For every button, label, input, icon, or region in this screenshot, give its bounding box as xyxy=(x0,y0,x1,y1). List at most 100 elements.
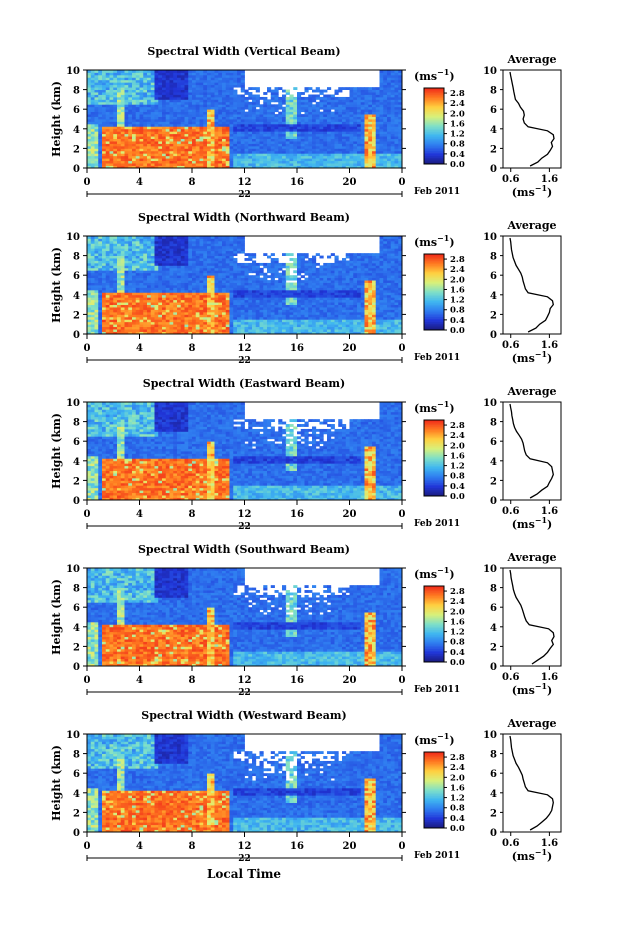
heatmap-cell xyxy=(102,273,106,276)
heatmap-cell xyxy=(98,95,102,98)
heatmap-cell xyxy=(248,134,252,137)
heatmap-cell xyxy=(211,72,215,75)
heatmap-cell xyxy=(226,258,230,261)
heatmap-cell xyxy=(185,129,189,132)
heatmap-cell xyxy=(117,270,121,273)
heatmap-cell xyxy=(155,261,159,264)
heatmap-cell xyxy=(196,151,200,154)
heatmap-cell xyxy=(376,95,380,98)
heatmap-cell xyxy=(215,302,219,305)
heatmap-cell xyxy=(95,287,99,290)
colorbar-tick-label: 2.0 xyxy=(450,109,465,119)
heatmap-cell xyxy=(323,144,327,147)
heatmap-cell xyxy=(121,121,125,124)
heatmap-cell xyxy=(211,297,215,300)
heatmap-cell xyxy=(215,285,219,288)
heatmap-cell xyxy=(241,139,245,142)
heatmap-cell xyxy=(215,238,219,241)
heatmap-cell xyxy=(95,117,99,120)
heatmap-cell xyxy=(395,80,399,83)
heatmap-cell xyxy=(271,121,275,124)
heatmap-cell xyxy=(117,146,121,149)
heatmap-cell xyxy=(140,329,144,332)
heatmap-cell xyxy=(170,141,174,144)
heatmap-cell xyxy=(91,319,95,322)
heatmap-cell xyxy=(207,163,211,166)
heatmap-cell xyxy=(170,273,174,276)
heatmap-cell xyxy=(353,146,357,149)
heatmap-cell xyxy=(361,107,365,110)
heatmap-cell xyxy=(248,146,252,149)
heatmap-cell xyxy=(368,109,372,112)
heatmap-cell xyxy=(188,285,192,288)
heatmap-cell xyxy=(166,126,170,129)
heatmap-cell xyxy=(95,246,99,249)
heatmap-cell xyxy=(245,90,249,93)
heatmap-cell xyxy=(110,287,114,290)
heatmap-cell xyxy=(98,107,102,110)
heatmap-cell xyxy=(128,261,132,264)
heatmap-cell xyxy=(350,87,354,90)
heatmap-cell xyxy=(95,82,99,85)
heatmap-cell xyxy=(173,77,177,80)
heatmap-cell xyxy=(185,92,189,95)
heatmap-cell xyxy=(308,139,312,142)
heatmap-cell xyxy=(346,131,350,134)
heatmap-cell xyxy=(331,97,335,100)
heatmap-cell xyxy=(207,119,211,122)
heatmap-cell xyxy=(125,131,129,134)
heatmap-cell xyxy=(211,75,215,78)
heatmap-cell xyxy=(192,141,196,144)
heatmap-cell xyxy=(297,139,301,142)
heatmap-cell xyxy=(128,312,132,315)
heatmap-cell xyxy=(316,134,320,137)
heatmap-cell xyxy=(353,131,357,134)
heatmap-cell xyxy=(241,114,245,117)
heatmap-cell xyxy=(166,139,170,142)
heatmap-cell xyxy=(338,129,342,132)
heatmap-cell xyxy=(106,109,110,112)
heatmap-cell xyxy=(113,121,117,124)
heatmap-cell xyxy=(380,97,384,100)
heatmap-cell xyxy=(327,134,331,137)
heatmap-cell xyxy=(350,153,354,156)
heatmap-cell xyxy=(151,85,155,88)
heatmap-cell xyxy=(252,302,256,305)
heatmap-cell xyxy=(95,85,99,88)
heatmap-cell xyxy=(110,156,114,159)
heatmap-cell xyxy=(106,307,110,310)
heatmap-cell xyxy=(185,248,189,251)
heatmap-cell xyxy=(361,148,365,151)
heatmap-cell xyxy=(241,263,245,266)
heatmap-cell xyxy=(158,300,162,303)
heatmap-cell xyxy=(248,319,252,322)
heatmap-cell xyxy=(320,121,324,124)
heatmap-cell xyxy=(241,99,245,102)
heatmap-cell xyxy=(207,102,211,105)
heatmap-cell xyxy=(158,268,162,271)
heatmap-cell xyxy=(245,97,249,100)
heatmap-cell xyxy=(233,90,237,93)
heatmap-cell xyxy=(151,305,155,308)
heatmap-cell xyxy=(237,241,241,244)
heatmap-cell xyxy=(252,285,256,288)
heatmap-cell xyxy=(226,119,230,122)
heatmap-cell xyxy=(110,107,114,110)
heatmap-cell xyxy=(151,112,155,115)
heatmap-cell xyxy=(110,75,114,78)
heatmap-cell xyxy=(181,95,185,98)
heatmap-cell xyxy=(376,156,380,159)
heatmap-cell xyxy=(143,121,147,124)
heatmap-cell xyxy=(95,258,99,261)
heatmap-cell xyxy=(121,324,125,327)
heatmap-cell xyxy=(263,324,267,327)
heatmap-cell xyxy=(128,319,132,322)
heatmap-cell xyxy=(166,278,170,281)
heatmap-cell xyxy=(117,305,121,308)
heatmap-cell xyxy=(350,141,354,144)
heatmap-cell xyxy=(140,305,144,308)
heatmap-cell xyxy=(192,144,196,147)
heatmap-cell xyxy=(207,75,211,78)
heatmap-cell xyxy=(365,129,369,132)
heatmap-cell xyxy=(241,275,245,278)
